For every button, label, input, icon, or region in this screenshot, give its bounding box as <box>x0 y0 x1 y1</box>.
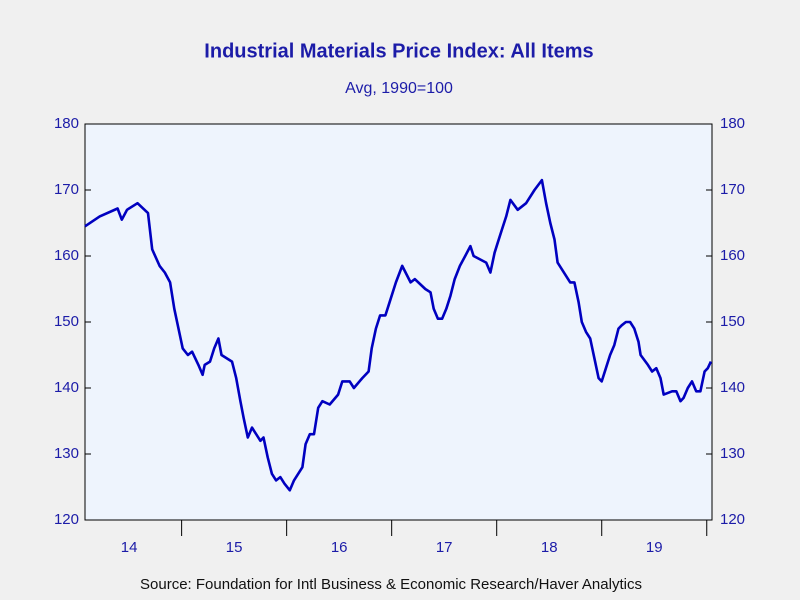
y2-tick-label: 150 <box>720 313 745 330</box>
x-tick-label: 16 <box>331 539 348 556</box>
data-line <box>84 178 713 492</box>
chart-subtitle: Avg, 1990=100 <box>345 80 453 97</box>
y-tick-label: 180 <box>54 115 79 132</box>
y2-tick-label: 180 <box>720 115 745 132</box>
y2-tick-label: 120 <box>720 511 745 528</box>
x-tick-label: 17 <box>436 539 453 556</box>
source-note: Source: Foundation for Intl Business & E… <box>140 576 642 593</box>
x-tick-label: 18 <box>541 539 558 556</box>
y2-tick-label: 140 <box>720 379 745 396</box>
y-tick-label: 170 <box>54 181 79 198</box>
y-tick-label: 130 <box>54 445 79 462</box>
y-tick-label: 160 <box>54 247 79 264</box>
y2-tick-label: 170 <box>720 181 745 198</box>
y-tick-label: 150 <box>54 313 79 330</box>
y-tick-label: 140 <box>54 379 79 396</box>
x-tick-label: 15 <box>226 539 243 556</box>
x-tick-label: 19 <box>646 539 663 556</box>
y2-tick-label: 160 <box>720 247 745 264</box>
x-tick-label: 14 <box>121 539 138 556</box>
y2-tick-label: 130 <box>720 445 745 462</box>
y-tick-label: 120 <box>54 511 79 528</box>
plot-area <box>84 123 713 521</box>
chart-title: Industrial Materials Price Index: All It… <box>204 40 593 62</box>
